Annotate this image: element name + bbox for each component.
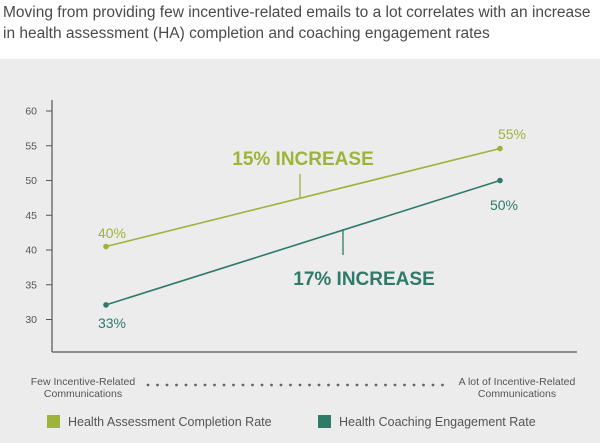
- y-tick-label: 35: [25, 279, 37, 291]
- x-label-a-lot: A lot of Incentive-Related Communications: [459, 376, 576, 400]
- y-tick-label: 60: [25, 106, 37, 118]
- x-dot-separator: [298, 383, 302, 387]
- x-dot-separator: [251, 383, 254, 387]
- x-dot-separator: [355, 383, 359, 387]
- series-health-assessment: 40% 55% 15% INCREASE: [98, 126, 526, 250]
- y-tick-label: 40: [25, 245, 37, 257]
- x-dot-separator: [317, 383, 321, 387]
- x-dot-separator: [403, 383, 406, 387]
- x-dot-separator: [232, 383, 235, 387]
- x-label-few: Few Incentive-Related Communications: [31, 376, 136, 400]
- legend: Health Assessment Completion Rate Health …: [47, 415, 536, 429]
- x-dot-separator: [184, 383, 188, 387]
- x-dot-separator: [270, 383, 273, 387]
- data-label: 55%: [498, 126, 526, 142]
- chart-panel: [0, 59, 600, 443]
- increase-annotation: 15% INCREASE: [232, 149, 374, 170]
- x-dot-separator: [213, 383, 216, 387]
- x-dot-separator: [422, 383, 425, 387]
- x-dot-separator: [393, 383, 397, 387]
- series-line: [105, 147, 501, 248]
- axes: [51, 100, 577, 353]
- legend-swatch: [47, 415, 60, 428]
- x-dot-separator: [260, 383, 264, 387]
- x-dot-separator: [289, 383, 292, 387]
- increase-annotation: 17% INCREASE: [293, 269, 435, 290]
- x-dot-separator: [365, 383, 368, 387]
- y-tick-label: 30: [25, 314, 37, 326]
- legend-label: Health Coaching Engagement Rate: [339, 415, 536, 429]
- data-point: [497, 145, 503, 152]
- y-tick-label: 50: [25, 175, 37, 187]
- series-line: [105, 179, 501, 306]
- x-dot-separator: [346, 383, 349, 387]
- legend-item: Health Coaching Engagement Rate: [318, 415, 536, 429]
- x-dot-separator: [241, 383, 245, 387]
- x-dot-separator: [374, 383, 378, 387]
- legend-item: Health Assessment Completion Rate: [47, 415, 272, 429]
- x-dot-separator: [327, 383, 330, 387]
- x-dot-separator: [412, 383, 416, 387]
- series-layer: 40% 55% 15% INCREASE 33% 50% 17% INCREASE: [98, 126, 526, 331]
- y-tick-label: 55: [25, 140, 37, 152]
- y-ticks: 30 35 40 45 50 55 60: [25, 106, 52, 326]
- x-dot-separator: [308, 383, 311, 387]
- legend-label: Health Assessment Completion Rate: [68, 415, 272, 429]
- x-dot-separator: [279, 383, 283, 387]
- data-label: 40%: [98, 225, 126, 241]
- y-tick-label: 45: [25, 210, 37, 222]
- data-label: 33%: [98, 315, 126, 331]
- x-dot-separator: [222, 383, 226, 387]
- x-dot-separator: [156, 383, 159, 387]
- x-dot-separator: [194, 383, 197, 387]
- data-label: 50%: [490, 197, 518, 213]
- data-point: [103, 302, 109, 308]
- x-dot-separator: [165, 383, 169, 387]
- x-dot-separator: [203, 383, 207, 387]
- x-dot-separator: [384, 383, 387, 387]
- data-point: [497, 177, 503, 184]
- x-dot-separator: [441, 383, 444, 387]
- chart-title: Moving from providing few incentive-rela…: [3, 4, 591, 42]
- legend-swatch: [318, 415, 331, 428]
- data-point: [103, 243, 109, 250]
- x-dot-separator: [431, 383, 435, 387]
- x-dot-separator: [175, 383, 178, 387]
- series-health-coaching: 33% 50% 17% INCREASE: [98, 177, 518, 331]
- x-dot-separator: [336, 383, 340, 387]
- x-dot-separator: [146, 383, 150, 387]
- x-labels: Few Incentive-Related Communications A lot…: [31, 376, 576, 400]
